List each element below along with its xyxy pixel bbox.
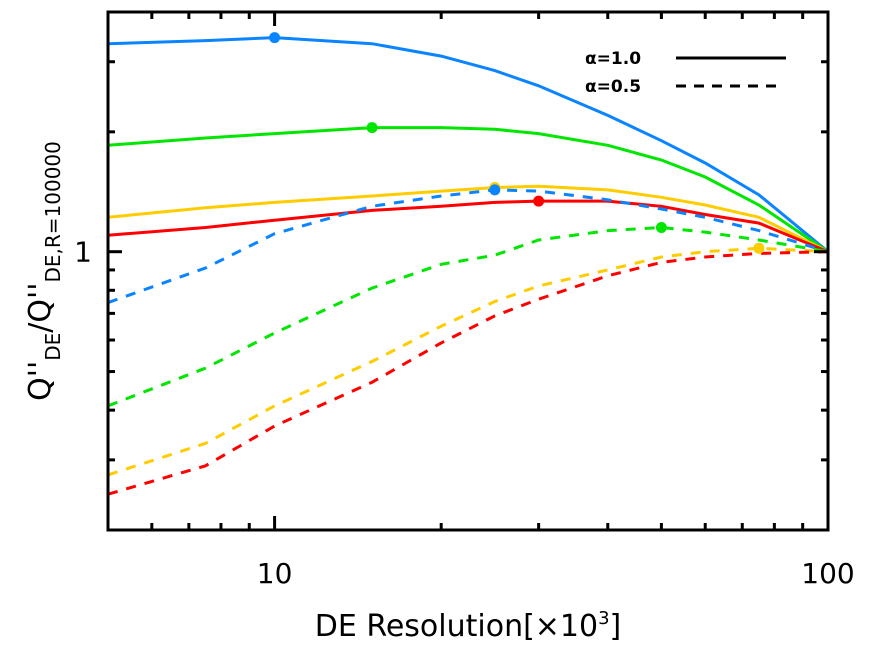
legend-label-solid: α=1.0 (585, 49, 641, 69)
tick-labels: 10 100 1 (74, 236, 855, 590)
plot-area (107, 32, 829, 496)
y-axis-label: Q''DE/Q''DE,R=100000 (23, 141, 65, 401)
series-line-solid-0 (107, 36, 829, 253)
legend-label-dashed: α=0.5 (585, 77, 641, 97)
y-tick-label: 1 (74, 236, 92, 269)
legend: α=1.0 α=0.5 (585, 49, 786, 97)
series-marker-0 (269, 32, 281, 44)
series-line-solid-3 (107, 199, 829, 254)
series-marker-3 (533, 195, 545, 207)
x-axis-label: DE Resolution[×103] (315, 608, 622, 644)
series-marker-4 (489, 184, 501, 196)
plot-frame (106, 10, 830, 532)
series-marker-6 (753, 242, 765, 254)
series-marker-5 (655, 222, 667, 234)
series-marker-1 (366, 122, 378, 134)
series-line-solid-1 (107, 126, 829, 253)
series-line-dashed-7 (107, 250, 829, 496)
x-tick-label: 100 (801, 557, 854, 590)
series-line-dashed-4 (107, 188, 829, 305)
series-line-dashed-6 (107, 246, 829, 477)
axis-ticks (108, 12, 830, 530)
x-tick-label: 10 (257, 557, 293, 590)
series-line-dashed-5 (107, 225, 829, 408)
series-line-solid-2 (107, 184, 829, 254)
